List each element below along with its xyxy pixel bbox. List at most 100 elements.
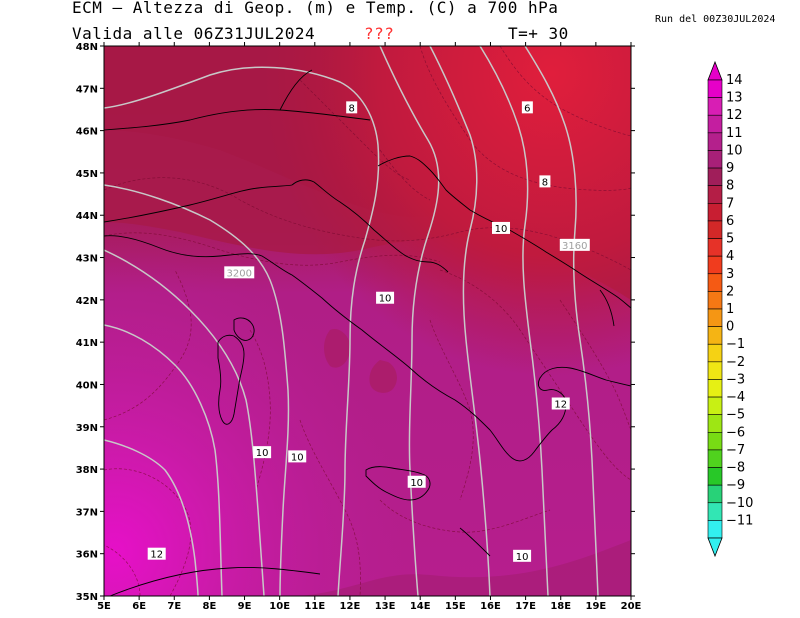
lon-label: 14E: [410, 601, 431, 612]
lon-label: 12E: [340, 601, 361, 612]
lat-label: 38N: [76, 465, 98, 476]
lat-label: 46N: [76, 127, 98, 138]
lon-label: 19E: [585, 601, 606, 612]
lon-label: 11E: [304, 601, 325, 612]
axis-labels: 48N 47N 46N 45N 44N 43N 42N 41N 40N 39N 38N 37N 36N 3…: [76, 42, 642, 612]
lon-label: 17E: [515, 601, 536, 612]
lead-time-label: T=+ 30: [508, 24, 569, 43]
colorbar-swatch: [707, 343, 723, 363]
colorbar-label: 13: [726, 91, 743, 106]
lon-label: 10E: [269, 601, 290, 612]
colorbar-label: −2: [726, 355, 745, 370]
colorbar-swatch: [707, 255, 723, 275]
lat-label: 37N: [76, 507, 98, 518]
lon-label: 7E: [167, 601, 181, 612]
colorbar-bottom-arrow: [707, 537, 723, 558]
colorbar-label: −10: [726, 496, 753, 511]
colorbar-swatch: [707, 361, 723, 380]
lat-label: 45N: [76, 169, 98, 180]
colorbar-swatch: [707, 185, 723, 204]
temp-label-box: [288, 450, 307, 463]
colorbar-label: −4: [726, 390, 745, 405]
lon-label: 9E: [238, 601, 252, 612]
temp-label-box: [551, 397, 570, 410]
colorbar-label: −7: [726, 443, 745, 458]
lon-label: 16E: [480, 601, 501, 612]
temp-contour-label: 12: [150, 550, 163, 561]
colorbar-label: 7: [726, 196, 734, 211]
colorbar-label: −3: [726, 372, 745, 387]
lat-label: 43N: [76, 254, 98, 265]
colorbar-swatch: [707, 114, 723, 134]
colorbar-swatch: [707, 520, 723, 539]
colorbar-swatch: [707, 238, 723, 257]
colorbar-swatch: [707, 291, 723, 310]
geopotential-isolines: [104, 46, 599, 596]
colorbar-label: 4: [726, 249, 734, 264]
temp-label-box: [147, 547, 166, 560]
temp-contour-label: 10: [256, 448, 269, 459]
lon-label: 20E: [621, 601, 642, 612]
lon-label: 5E: [97, 601, 111, 612]
colorbar-swatch: [707, 150, 723, 169]
lat-label: 41N: [76, 338, 98, 349]
temp-contour-label: 10: [495, 224, 508, 235]
colorbar: 14131211109876543210−1−2−3−4−5−6−7−8−9−1…: [707, 60, 753, 558]
lon-label: 18E: [550, 601, 571, 612]
temp-label-box: [376, 291, 395, 304]
run-label: Run del 00Z30JUL2024: [655, 14, 776, 25]
geop-contour-label: 3160: [562, 241, 587, 252]
colorbar-swatch: [707, 220, 723, 239]
temp-label-box: [346, 101, 358, 114]
temp-label-box: [539, 175, 551, 188]
colorbar-label: 5: [726, 232, 734, 247]
colorbar-swatch: [707, 167, 723, 186]
colorbar-swatch: [707, 203, 723, 222]
colorbar-swatch: [707, 414, 723, 433]
colorbar-label: 1: [726, 302, 734, 317]
geop-label-box: [559, 238, 590, 251]
temp-contour-label: 12: [554, 400, 567, 411]
temp-contour-label: 6: [524, 103, 530, 114]
colorbar-swatch: [707, 502, 723, 521]
geop-contour-label: 3200: [227, 268, 252, 279]
unknown-marker: ???: [364, 24, 395, 43]
colorbar-label: 2: [726, 284, 734, 299]
lon-label: 8E: [203, 601, 217, 612]
colorbar-swatch: [707, 97, 723, 116]
axis-ticks: [100, 42, 635, 600]
colorbar-swatch: [707, 326, 723, 345]
colorbar-label: 12: [726, 108, 743, 123]
colorbar-label: 11: [726, 126, 743, 141]
temp-label-box: [407, 475, 426, 488]
map-frame: [103, 45, 632, 597]
lat-label: 44N: [76, 211, 98, 222]
lat-label: 39N: [76, 423, 98, 434]
colorbar-label: 6: [726, 214, 734, 229]
lon-label: 15E: [445, 601, 466, 612]
colorbar-swatch: [707, 467, 723, 486]
colorbar-label: −1: [726, 337, 745, 352]
lat-label: 35N: [76, 592, 98, 603]
colorbar-swatch: [707, 308, 723, 327]
colorbar-label: −9: [726, 478, 745, 493]
colorbar-label: −8: [726, 461, 745, 476]
colorbar-label: 3: [726, 267, 734, 282]
colorbar-label: 9: [726, 161, 734, 176]
colorbar-swatch: [707, 379, 723, 398]
temp-label-box: [492, 221, 511, 234]
temp-contour-label: 10: [379, 294, 392, 305]
lat-label: 36N: [76, 550, 98, 561]
lon-label: 13E: [375, 601, 396, 612]
colorbar-swatch: [707, 432, 723, 451]
temp-contour-label: 10: [291, 452, 304, 463]
colorbar-label: −11: [726, 513, 753, 528]
temperature-field: [104, 46, 631, 596]
colorbar-label: 0: [726, 320, 734, 335]
colorbar-label: 8: [726, 179, 734, 194]
colorbar-label: 10: [726, 143, 743, 158]
temp-contour-label: 10: [410, 478, 423, 489]
colorbar-label: −6: [726, 425, 745, 440]
lat-label: 47N: [76, 84, 98, 95]
